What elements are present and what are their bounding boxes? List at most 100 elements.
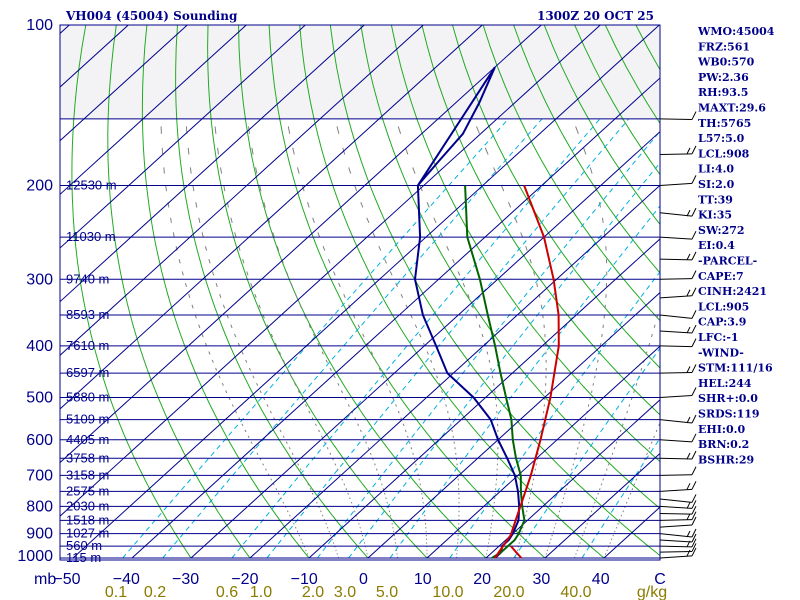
- barb-staff: [659, 236, 693, 240]
- stability-indices-panel: WMO:45004 FRZ:561 WB0:570 PW:2.36 RH:93.5 MAX…: [697, 25, 775, 466]
- isotherm--100: [60, 25, 365, 303]
- barb-flag: [686, 416, 691, 424]
- barb-staff: [659, 118, 693, 121]
- wind-barb-700: [659, 466, 697, 476]
- background-grid: [60, 25, 660, 559]
- barb-flag: [691, 145, 697, 155]
- pressure-label-900: 900: [26, 526, 53, 543]
- chart-time: 1300Z 20 OCT 25: [537, 9, 654, 23]
- barb-flag: [691, 450, 697, 460]
- barb-staff: [659, 539, 693, 543]
- surface-temperature-line: [510, 545, 523, 559]
- isotherm--110: [60, 25, 306, 249]
- index-line: LI:4.0: [698, 163, 734, 176]
- barb-staff: [659, 212, 693, 217]
- index-line: PW:2.36: [698, 71, 749, 84]
- barb-flag: [686, 530, 691, 538]
- isotherm--40: [131, 77, 660, 559]
- index-line: L57:5.0: [698, 132, 745, 145]
- isotherm--120: [60, 25, 247, 196]
- wind-barb-225: [659, 207, 697, 217]
- isotherm-10: [426, 345, 660, 559]
- mixing-ratio-tick-label: 0.2: [144, 584, 166, 600]
- index-line: SRDS:119: [698, 408, 760, 421]
- plot-frame: [59, 24, 661, 561]
- dewpoint-line: [413, 66, 521, 559]
- pressure-label-500: 500: [26, 390, 53, 407]
- temperature-tick-label: −30: [172, 571, 199, 588]
- pressure-label-800: 800: [26, 498, 53, 515]
- barb-flag: [691, 111, 697, 120]
- mixing-ratio-line: [122, 118, 509, 559]
- isotherm--10: [308, 238, 660, 559]
- index-line: KI:35: [698, 209, 732, 222]
- height-label: 9740 m: [66, 271, 109, 286]
- wind-barb-925: [659, 533, 697, 543]
- wind-barb-550: [659, 414, 697, 424]
- pressure-label-400: 400: [26, 338, 53, 355]
- temperature-tick-label: −10: [291, 571, 318, 588]
- moist-adiabat: [336, 126, 460, 559]
- pressure-label-300: 300: [26, 271, 53, 288]
- wind-barb-275: [659, 251, 697, 261]
- index-line: CAPE:7: [698, 270, 744, 283]
- barb-staff: [659, 278, 693, 280]
- index-line: FRZ:561: [698, 40, 750, 53]
- wind-barb-900: [659, 528, 697, 538]
- pressure-label-700: 700: [26, 467, 53, 484]
- barb-staff: [659, 258, 693, 261]
- upper-shade-region: [60, 25, 660, 119]
- pressure-label-600: 600: [26, 432, 53, 449]
- barb-flag: [691, 414, 697, 424]
- wind-barb-650: [659, 450, 697, 460]
- pressure-label-200: 200: [26, 177, 53, 194]
- isotherm--20: [249, 184, 660, 559]
- chart-title: VH004 (45004) Sounding: [65, 9, 238, 23]
- barb-flag: [686, 253, 691, 261]
- index-line: SI:2.0: [698, 178, 735, 191]
- barb-flag: [691, 533, 697, 543]
- barb-flag: [691, 310, 697, 319]
- index-line: -PARCEL-: [698, 255, 757, 268]
- height-label: 4405 m: [66, 432, 109, 447]
- moist-adiabat: [185, 126, 339, 559]
- barb-flag: [691, 547, 697, 557]
- temperature-tick-label: 10: [414, 571, 432, 588]
- mixing-ratio-tick-label: 20.0: [493, 584, 524, 600]
- mixing-ratio-line: [348, 162, 660, 559]
- wind-barb-1000: [659, 547, 697, 559]
- barb-staff: [659, 524, 693, 528]
- isotherm--80: [60, 25, 483, 410]
- barb-flag: [691, 528, 697, 538]
- barb-staff: [659, 394, 693, 399]
- index-line: EHI:0.0: [698, 423, 745, 436]
- pressure-label-1000: 1000: [17, 548, 53, 565]
- sounding-profiles: [413, 66, 560, 559]
- barb-flag: [691, 481, 697, 490]
- height-label: 115 m: [66, 550, 101, 565]
- isotherm--30: [190, 130, 660, 559]
- isotherm--60: [60, 25, 601, 517]
- barb-flag: [691, 494, 697, 503]
- height-label: 2030 m: [66, 498, 109, 513]
- barb-flag: [691, 511, 697, 520]
- barb-flag: [691, 251, 697, 261]
- wind-barb-175: [659, 145, 697, 156]
- temperature-tick-label: −20: [231, 571, 258, 588]
- index-line: BSHR:29: [698, 453, 754, 466]
- height-label: 1518 m: [66, 512, 109, 527]
- height-label: 560 m: [66, 538, 102, 553]
- index-line: LCL:908: [698, 147, 750, 160]
- mixing-ratio-line: [162, 118, 543, 559]
- barb-flag: [691, 516, 697, 526]
- height-label: 1027 m: [66, 526, 109, 541]
- wind-barb-775: [659, 494, 697, 503]
- index-line: STM:111/16: [698, 362, 773, 375]
- wind-barb-800: [659, 500, 697, 509]
- barb-staff: [659, 345, 693, 348]
- barb-flag: [691, 230, 697, 240]
- barb-flag: [691, 505, 697, 515]
- mixing-ratio-labels: 0.1 0.2 0.6 1.0 2.0 3.0 5.0 10.0 20.0 40.0 g/kg: [105, 584, 667, 600]
- index-line: SW:272: [698, 224, 745, 237]
- mixing-ratio-line: [266, 118, 630, 559]
